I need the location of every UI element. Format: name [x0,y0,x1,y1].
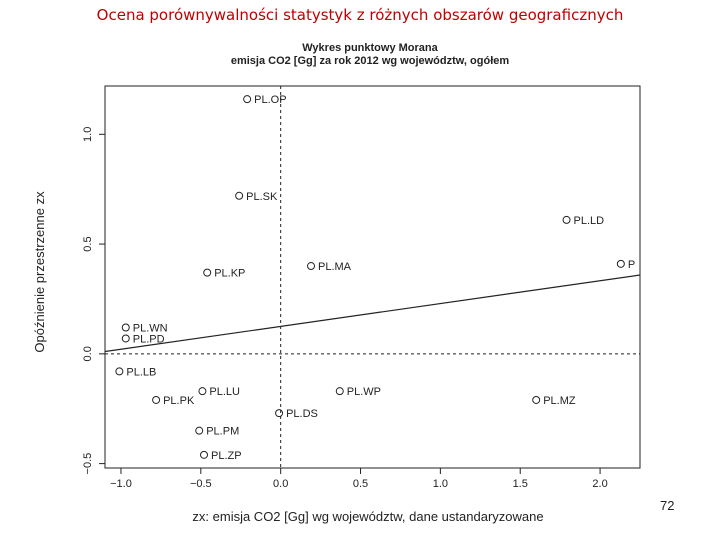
x-tick-label: 0.0 [273,478,288,490]
data-point-label: PL.ZP [211,450,242,462]
data-point-label: PL.DS [286,408,318,420]
data-point-label: PL.MZ [543,395,576,407]
y-axis-label: Opóźnienie przestrzenne zx [32,191,47,353]
data-point [275,409,284,418]
data-point-label: PL.LU [209,386,240,398]
y-tick-label: 0.5 [82,236,94,251]
data-point-label: PL.WN [133,322,168,334]
data-point [235,191,244,200]
x-tick-label: 2.0 [592,478,607,490]
plot-frame [104,85,641,469]
chart-title: Wykres punktowy Morana [302,42,438,54]
data-point [307,262,316,271]
x-tick-label: 1.5 [513,478,528,490]
x-tick-label: 1.0 [433,478,448,490]
data-point [243,95,252,104]
data-point [198,387,207,396]
data-point-label: PL.PK [163,395,195,407]
x-axis-label: zx: emisja CO2 [Gg] wg województw, dane … [192,509,543,524]
data-point [115,367,124,376]
data-point-label: PL.LD [574,215,605,227]
data-point [335,387,344,396]
regression-line [104,274,641,353]
x-tick-label: −1.0 [110,478,132,490]
y-tick-label: 0.0 [82,346,94,361]
data-point [200,450,209,459]
data-point-label: PL.SK [246,191,278,203]
data-point [616,259,625,268]
x-axis: −1.0 −0.5 0.0 0.5 1.0 1.5 2.0 [110,468,608,490]
data-point-label: PL.WP [347,386,381,398]
x-tick-label: 0.5 [353,478,368,490]
data-point [203,268,212,277]
data-point-label: P [628,259,635,271]
slide-title: Ocena porównywalności statystyk z różnyc… [96,6,624,24]
data-point-label: PL.PM [206,426,239,438]
data-point [121,334,130,343]
y-tick-label: −0.5 [82,453,94,475]
y-tick-label: 1.0 [82,127,94,142]
y-axis: −0.5 0.0 0.5 1.0 [82,127,105,475]
data-point-label: PL.PD [133,333,165,345]
data-point [152,395,161,404]
page-number: 72 [660,498,675,513]
data-point-label: PL.OP [254,94,286,106]
data-point [532,395,541,404]
data-point [121,323,130,332]
data-point [195,426,204,435]
data-point-label: PL.MA [318,261,352,273]
data-point-label: PL.KP [214,268,245,280]
data-point-label: PL.LB [126,366,156,378]
x-tick-label: −0.5 [190,478,212,490]
data-point [562,215,571,224]
chart-subtitle: emisja CO2 [Gg] za rok 2012 wg województ… [231,55,510,67]
